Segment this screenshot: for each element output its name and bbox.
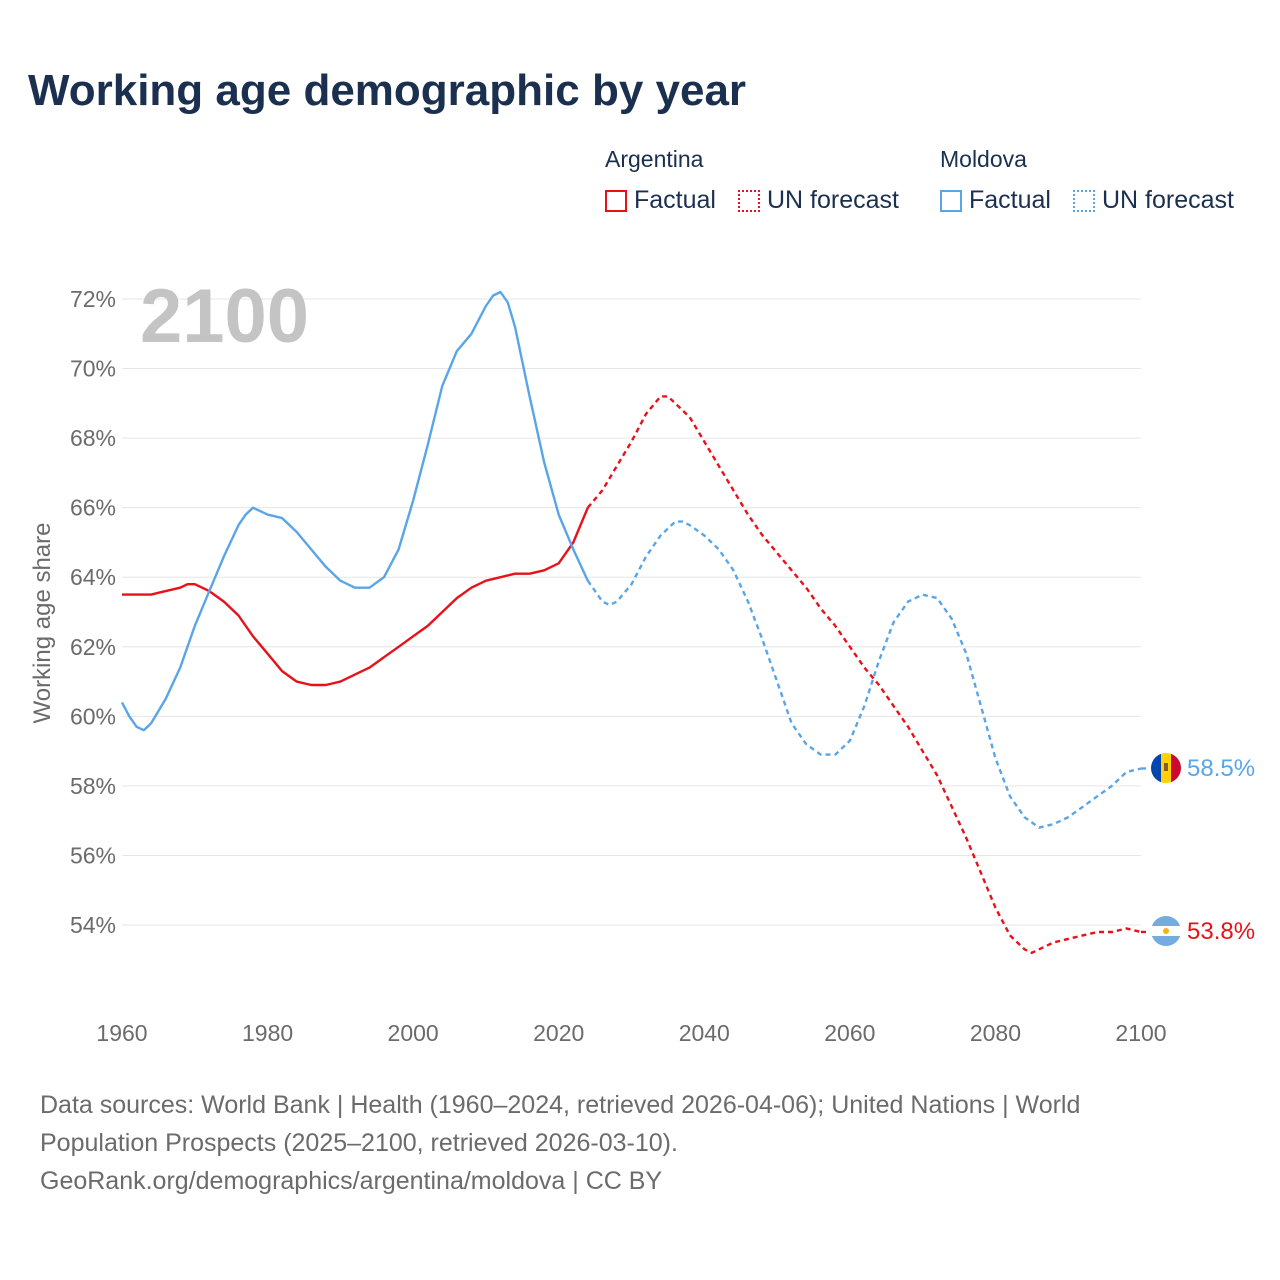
y-tick-label: 60% <box>70 703 116 729</box>
chart-title: Working age demographic by year <box>28 66 747 115</box>
y-tick-label: 58% <box>70 773 116 799</box>
legend-label: Factual <box>634 186 716 214</box>
dotted-line-swatch-icon <box>738 189 760 212</box>
y-tick-label: 72% <box>70 286 116 312</box>
legend-group-moldova: Moldova <box>940 146 1027 172</box>
legend-item-moldova-factual[interactable]: Factual <box>940 186 1051 215</box>
legend-item-argentina-forecast[interactable]: UN forecast <box>738 186 899 215</box>
x-tick-label: 1960 <box>96 1020 147 1046</box>
y-tick-label: 54% <box>70 912 116 938</box>
argentina-forecast-line[interactable] <box>586 395 1142 955</box>
legend-group-argentina: Argentina <box>605 146 704 172</box>
y-axis-title: Working age share <box>29 523 56 724</box>
argentina-end-label: 53.8% <box>1187 918 1255 945</box>
solid-line-swatch-icon <box>940 189 962 212</box>
year-watermark: 2100 <box>140 274 309 359</box>
y-tick-label: 68% <box>70 425 116 451</box>
y-tick-label: 70% <box>70 356 116 382</box>
y-tick-label: 62% <box>70 634 116 660</box>
y-tick-label: 66% <box>70 495 116 521</box>
moldova-flag-icon <box>1151 753 1181 783</box>
y-tick-label: 56% <box>70 842 116 868</box>
x-tick-label: 2000 <box>388 1020 439 1046</box>
argentina-factual-line[interactable] <box>122 507 589 687</box>
footer-link[interactable]: GeoRank.org/demographics/argentina/moldo… <box>40 1167 663 1195</box>
moldova-end-label: 58.5% <box>1187 755 1255 782</box>
legend-item-moldova-forecast[interactable]: UN forecast <box>1073 186 1234 215</box>
moldova-factual-line[interactable] <box>120 290 589 732</box>
footer-line: Data sources: World Bank | Health (1960–… <box>40 1091 1081 1119</box>
footer-sources: Data sources: World Bank | Health (1960–… <box>40 1086 1240 1200</box>
legend-item-argentina-factual[interactable]: Factual <box>605 186 716 215</box>
x-tick-label: 2060 <box>824 1020 875 1046</box>
x-tick-label: 2040 <box>679 1020 730 1046</box>
x-tick-label: 1980 <box>242 1020 293 1046</box>
moldova-forecast-line[interactable] <box>586 520 1142 829</box>
y-tick-label: 64% <box>70 564 116 590</box>
legend-label: UN forecast <box>1102 186 1234 214</box>
legend-label: Factual <box>969 186 1051 214</box>
dotted-line-swatch-icon <box>1073 189 1095 212</box>
x-tick-label: 2020 <box>533 1020 584 1046</box>
solid-line-swatch-icon <box>605 189 627 212</box>
footer-line: Population Prospects (2025–2100, retriev… <box>40 1129 678 1157</box>
argentina-flag-icon <box>1151 916 1181 946</box>
legend-label: UN forecast <box>767 186 899 214</box>
x-tick-label: 2100 <box>1115 1020 1166 1046</box>
x-tick-label: 2080 <box>970 1020 1021 1046</box>
